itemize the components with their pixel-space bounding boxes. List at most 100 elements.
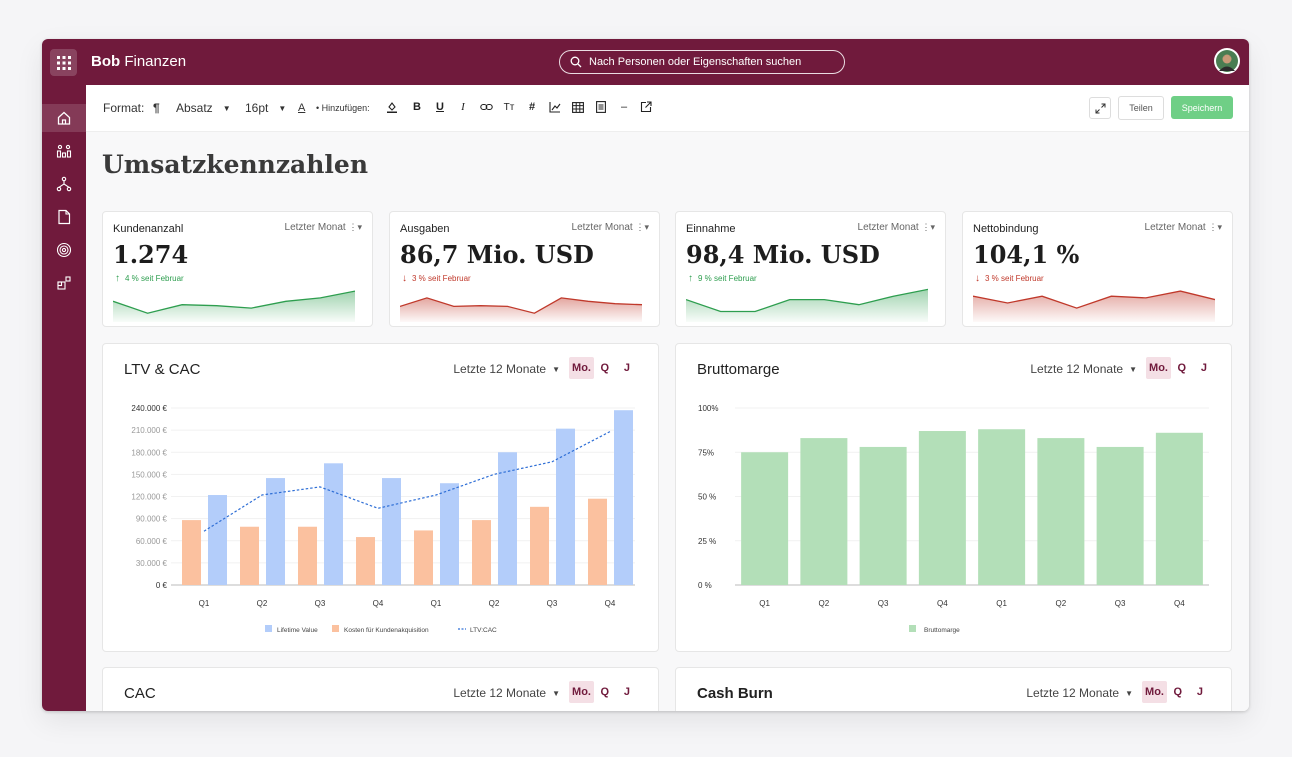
granularity-month-button[interactable]: Mo. — [569, 357, 594, 379]
y-tick-label: 0 % — [698, 581, 712, 590]
sparkline-line — [686, 288, 928, 313]
paragraph-style-select[interactable]: Absatz ▼ — [176, 101, 231, 115]
font-size-select[interactable]: 16pt ▼ — [245, 101, 287, 115]
text-size-icon[interactable]: Tт — [503, 101, 515, 113]
table-icon[interactable] — [571, 100, 585, 114]
menu-icon: ⋮▾ — [921, 222, 935, 232]
sidebar-item-people[interactable] — [42, 137, 86, 165]
text-color-icon[interactable]: A — [298, 102, 306, 114]
expand-icon[interactable] — [1089, 97, 1111, 119]
legend-label: LTV:CAC — [470, 627, 497, 634]
link-icon[interactable] — [479, 100, 493, 114]
bar-cac — [588, 498, 607, 585]
italic-icon[interactable]: I — [461, 101, 465, 113]
period-select[interactable]: Letzte 12 Monate ▼ — [453, 686, 560, 700]
bar-bruttomarge — [918, 431, 966, 585]
arrow-down-icon: ↓ — [402, 273, 407, 284]
page-icon[interactable] — [594, 100, 608, 114]
sidebar-item-documents[interactable] — [42, 203, 86, 231]
bar-bruttomarge — [978, 429, 1026, 585]
granularity-month-button[interactable]: Mo. — [1146, 357, 1171, 379]
chevron-down-icon: ▼ — [278, 103, 287, 113]
line-ltv-cac-ratio — [203, 431, 611, 532]
kpi-label: Einnahme — [686, 223, 736, 235]
y-tick-label: 60.000 € — [136, 537, 168, 546]
granularity-quarter-button[interactable]: Q — [600, 686, 609, 698]
granularity-year-button[interactable]: J — [1196, 686, 1203, 698]
kpi-change: ↑ 4 % seit Februar — [115, 273, 184, 284]
paragraph-icon[interactable]: ¶ — [153, 101, 160, 115]
bold-icon[interactable]: B — [413, 101, 421, 113]
period-select[interactable]: Letzte 12 Monate ▼ — [1030, 362, 1137, 376]
kpi-period-select[interactable]: Letzter Monat ⋮▾ — [571, 222, 649, 233]
fill-color-icon[interactable] — [385, 100, 399, 114]
x-tick-label: Q2 — [1056, 599, 1067, 608]
home-icon — [57, 111, 71, 125]
sidebar-item-goals[interactable] — [42, 236, 86, 264]
chart-icon[interactable] — [548, 100, 562, 114]
x-tick-label: Q3 — [1115, 599, 1126, 608]
y-tick-label: 210.000 € — [131, 426, 167, 435]
granularity-month-button[interactable]: Mo. — [1142, 681, 1167, 703]
sparkline-line — [113, 290, 355, 314]
granularity-quarter-button[interactable]: Q — [600, 362, 609, 374]
underline-icon[interactable]: U — [436, 101, 444, 113]
x-tick-label: Q4 — [1174, 599, 1185, 608]
x-tick-label: Q3 — [547, 599, 558, 608]
avatar[interactable] — [1214, 48, 1240, 74]
bar-cac — [530, 506, 549, 585]
period-select[interactable]: Letzte 12 Monate ▼ — [453, 362, 560, 376]
chart-card-bruttomarge: Bruttomarge Letzte 12 Monate ▼ Mo. Q J 0 … — [675, 343, 1232, 652]
y-tick-label: 120.000 € — [131, 493, 167, 502]
x-tick-label: Q1 — [996, 599, 1007, 608]
x-tick-label: Q1 — [759, 599, 770, 608]
divider-icon[interactable]: – — [620, 101, 628, 113]
sidebar-item-home[interactable] — [42, 104, 86, 132]
granularity-year-button[interactable]: J — [623, 686, 630, 698]
kpi-period-select[interactable]: Letzter Monat ⋮▾ — [857, 222, 935, 233]
legend-swatch — [265, 625, 272, 632]
y-tick-label: 100% — [698, 404, 718, 413]
kpi-period-select[interactable]: Letzter Monat ⋮▾ — [1144, 222, 1222, 233]
chart-title: LTV & CAC — [124, 361, 201, 378]
granularity-month-button[interactable]: Mo. — [569, 681, 594, 703]
sidebar-item-workflow[interactable] — [42, 170, 86, 198]
granularity-quarter-button[interactable]: Q — [1173, 686, 1182, 698]
document-icon — [58, 209, 71, 225]
external-link-icon[interactable] — [639, 100, 653, 114]
legend: Bruttomarge — [909, 625, 960, 634]
brand-logo[interactable]: Bob Finanzen — [91, 53, 187, 70]
search-placeholder: Nach Personen oder Eigenschaften suchen — [589, 56, 802, 68]
bar-bruttomarge — [800, 438, 848, 585]
sidebar-item-apps[interactable] — [42, 269, 86, 297]
y-tick-label: 240.000 € — [131, 404, 167, 413]
bar-cac — [356, 537, 375, 585]
app-launcher-icon[interactable] — [50, 49, 77, 76]
legend: Lifetime Value Kosten für Kundenakquisiti… — [265, 625, 497, 634]
granularity-quarter-button[interactable]: Q — [1177, 362, 1186, 374]
kpi-value: 1.274 — [113, 240, 189, 269]
legend-swatch — [909, 625, 916, 632]
granularity-year-button[interactable]: J — [1200, 362, 1207, 374]
bruttomarge-chart: 0 % 25 % 50 % 75% 100% Q1 Q2 Q3 Q4 Q1 Q2 Q3 Q4 Brutto… — [698, 404, 1209, 634]
granularity-year-button[interactable]: J — [623, 362, 630, 374]
sparkline — [400, 297, 642, 322]
app-window: Bob Finanzen Nach Personen oder Eigensch… — [42, 39, 1249, 711]
kpi-change: ↑ 9 % seit Februar — [688, 273, 757, 284]
hashtag-icon[interactable]: # — [528, 101, 536, 113]
bar-lifetime-value — [266, 478, 285, 585]
period-select[interactable]: Letzte 12 Monate ▼ — [1026, 686, 1133, 700]
x-tick-label: Q3 — [878, 599, 889, 608]
search-icon — [570, 56, 582, 68]
save-button[interactable]: Speichern — [1171, 96, 1233, 119]
y-tick-label: 50 % — [698, 493, 716, 502]
share-button[interactable]: Teilen — [1118, 96, 1164, 120]
kpi-label: Kundenanzahl — [113, 223, 184, 235]
search-input[interactable]: Nach Personen oder Eigenschaften suchen — [559, 50, 845, 74]
sparkline-area — [113, 291, 355, 322]
editor-toolbar: Format: ¶ Absatz ▼ 16pt ▼ A • Hinzufügen: … — [86, 85, 1249, 132]
kpi-change: ↓ 3 % seit Februar — [402, 273, 471, 284]
x-tick-label: Q1 — [199, 599, 210, 608]
bar-lifetime-value — [498, 452, 517, 585]
kpi-period-select[interactable]: Letzter Monat ⋮▾ — [284, 222, 362, 233]
